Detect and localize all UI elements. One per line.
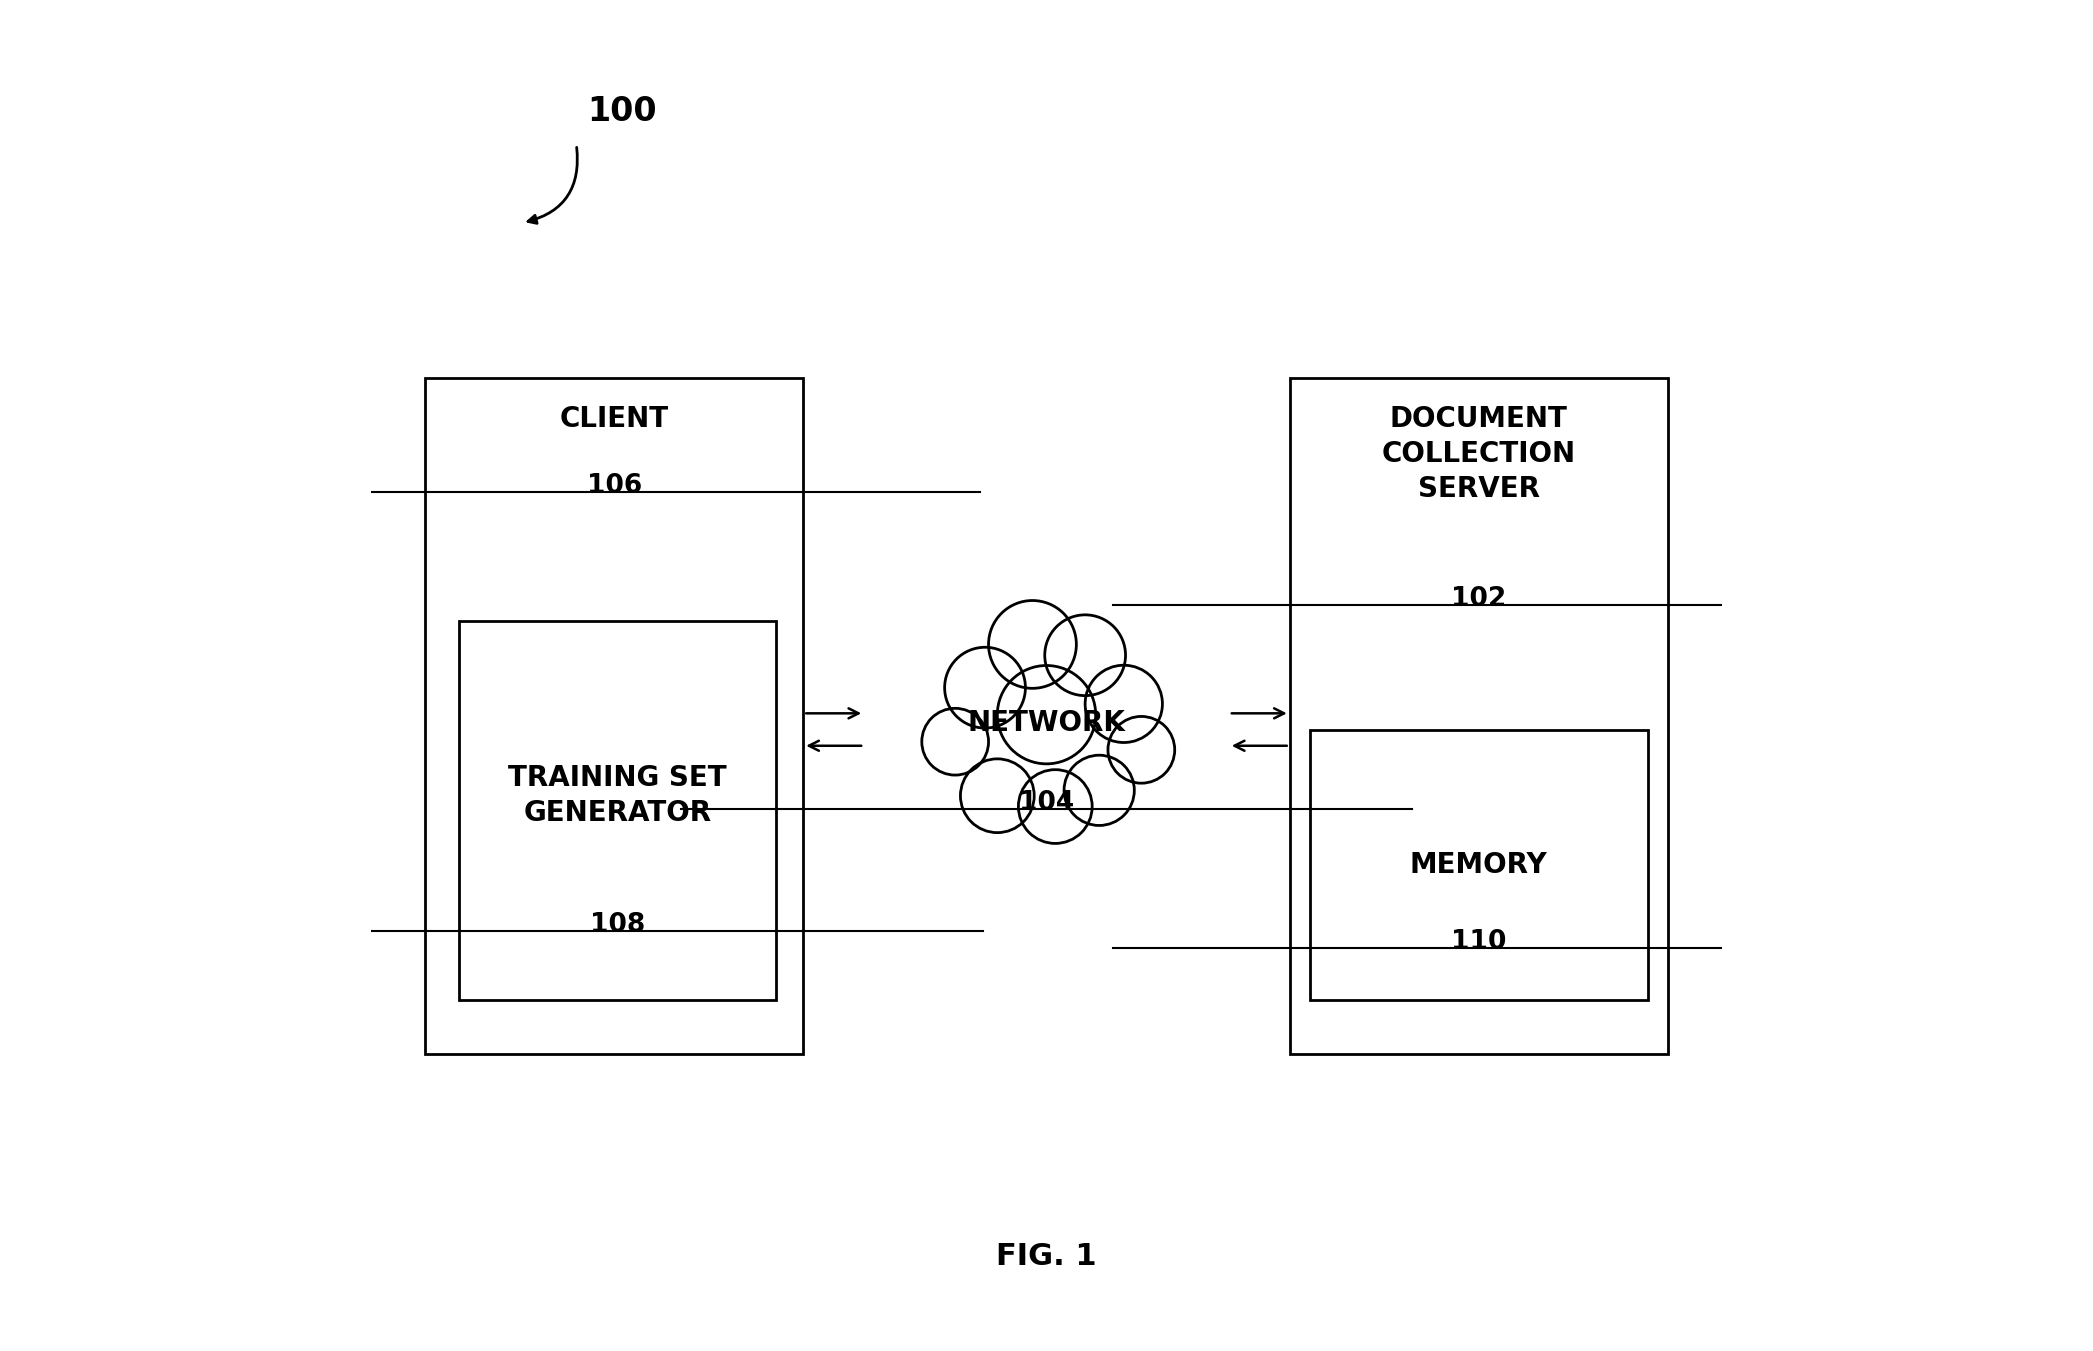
Text: 104: 104 (1019, 790, 1074, 816)
FancyBboxPatch shape (1289, 378, 1668, 1054)
Text: FIG. 1: FIG. 1 (996, 1242, 1097, 1271)
FancyBboxPatch shape (458, 621, 777, 1000)
Text: 108: 108 (590, 912, 645, 938)
Circle shape (998, 666, 1095, 763)
Circle shape (921, 708, 988, 775)
Circle shape (1044, 615, 1126, 696)
Text: 102: 102 (1450, 586, 1507, 612)
Text: NETWORK: NETWORK (967, 709, 1126, 736)
Circle shape (944, 647, 1026, 728)
Text: 110: 110 (1450, 929, 1507, 955)
Circle shape (1107, 716, 1174, 784)
Text: MEMORY: MEMORY (1411, 851, 1547, 878)
Text: CLIENT: CLIENT (559, 405, 670, 434)
Text: 106: 106 (586, 473, 643, 499)
Circle shape (1019, 770, 1093, 843)
Circle shape (961, 759, 1034, 832)
Circle shape (1084, 665, 1162, 743)
Text: 100: 100 (588, 95, 657, 127)
Circle shape (988, 600, 1076, 689)
FancyBboxPatch shape (1310, 730, 1647, 1000)
Text: TRAINING SET
GENERATOR: TRAINING SET GENERATOR (509, 765, 726, 827)
Circle shape (1063, 755, 1134, 825)
FancyArrowPatch shape (527, 147, 578, 223)
Text: DOCUMENT
COLLECTION
SERVER: DOCUMENT COLLECTION SERVER (1381, 405, 1576, 503)
FancyBboxPatch shape (425, 378, 804, 1054)
